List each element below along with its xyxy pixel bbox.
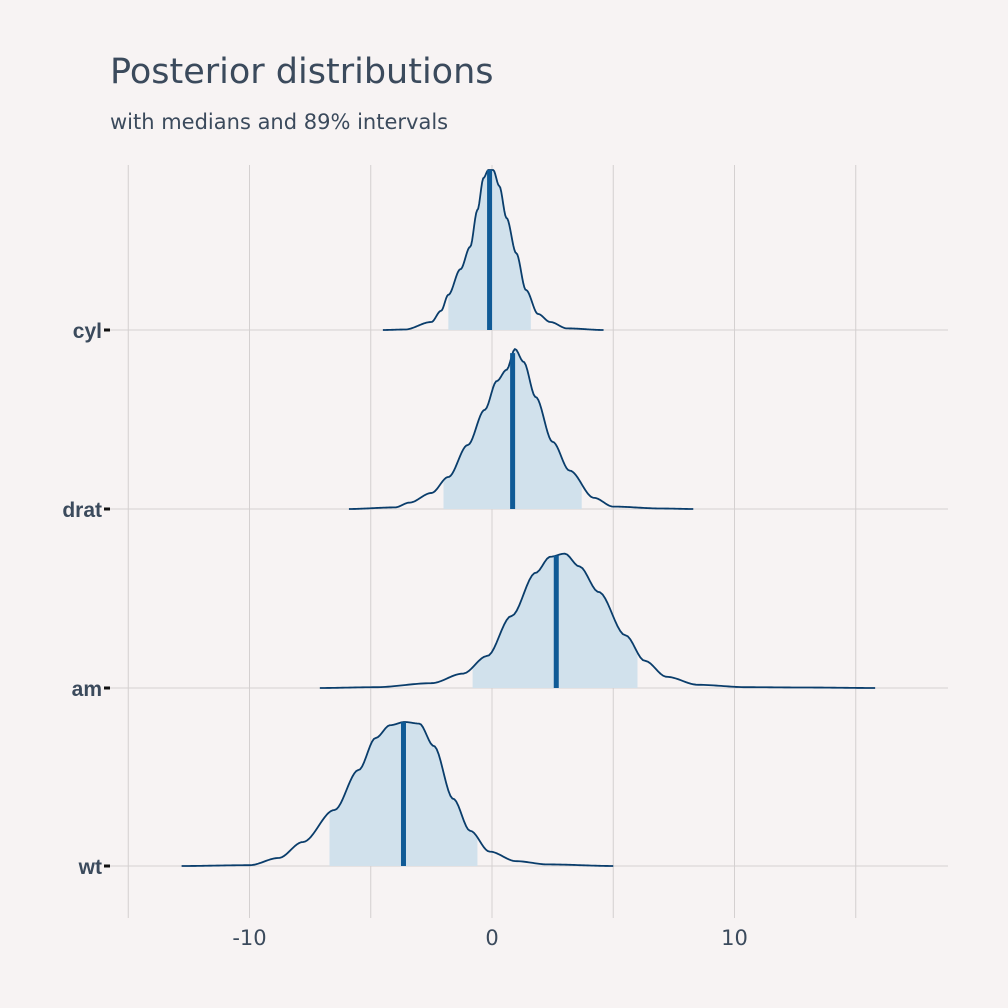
density-line-drat: [348, 348, 694, 510]
ridge-drat: [348, 348, 694, 510]
chart-title: Posterior distributions: [110, 52, 494, 92]
chart-subtitle: with medians and 89% intervals: [110, 110, 449, 134]
y-axis: cyl drat am wt: [62, 320, 110, 879]
y-tick-label-drat: drat: [62, 499, 102, 522]
ridge-cyl: [382, 169, 604, 331]
y-tick-label-cyl: cyl: [73, 320, 102, 343]
grid-lines: [108, 165, 948, 918]
x-tick-label: 0: [485, 926, 498, 950]
density-ridges: [181, 169, 876, 867]
x-tick-label: -10: [232, 926, 266, 950]
density-line-cyl: [382, 169, 604, 331]
density-line-am: [319, 552, 876, 689]
density-line-wt: [181, 721, 614, 867]
ridge-wt: [181, 721, 614, 867]
y-tick-label-am: am: [72, 678, 102, 701]
x-axis: -10 0 10: [232, 926, 748, 950]
y-tick-label-wt: wt: [78, 856, 102, 879]
ridge-am: [319, 552, 876, 689]
x-tick-label: 10: [721, 926, 748, 950]
